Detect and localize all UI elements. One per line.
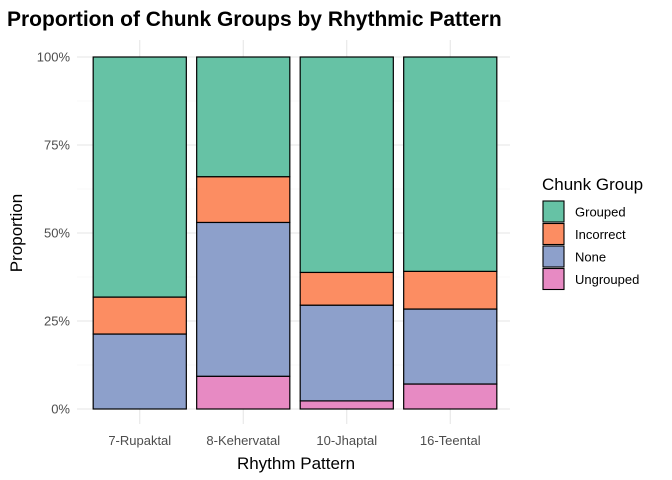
x-axis-title: Rhythm Pattern (237, 454, 355, 473)
bars (92, 56, 498, 410)
bar-segment-ungrouped (403, 383, 498, 410)
x-tick-label: 8-Kehervatal (206, 433, 280, 448)
legend-label-none: None (575, 250, 606, 265)
bar-segment-grouped (299, 56, 394, 274)
bar-segment-none (92, 333, 187, 410)
y-tick-label: 0% (51, 402, 70, 417)
bar-segment-ungrouped (299, 400, 394, 410)
chart-title: Proportion of Chunk Groups by Rhythmic P… (7, 8, 502, 31)
x-tick-label: 10-Jhaptal (316, 433, 377, 448)
bar-segment-grouped (403, 56, 498, 272)
y-axis-ticks: 0% 25% 50% 75% 100% (37, 50, 71, 417)
bar-segment-grouped (196, 56, 291, 178)
x-tick-label: 16-Teental (420, 433, 481, 448)
y-tick-label: 100% (37, 50, 71, 65)
bar-segment-none (299, 304, 394, 402)
bar-segment-grouped (92, 56, 187, 298)
bar-segment-incorrect (299, 271, 394, 306)
bar-segment-incorrect (92, 296, 187, 335)
y-tick-label: 75% (44, 138, 70, 153)
legend-swatch-grouped (542, 200, 565, 223)
bar-segment-ungrouped (196, 375, 291, 410)
legend: Chunk Group Grouped Incorrect None Ungroupe… (542, 175, 643, 291)
bar-segment-none (196, 221, 291, 377)
legend-title: Chunk Group (542, 175, 643, 194)
y-tick-label: 50% (44, 226, 70, 241)
bar-segment-incorrect (403, 270, 498, 310)
bar-segment-incorrect (196, 176, 291, 224)
legend-swatch-ungrouped (542, 267, 565, 291)
legend-swatch-none (542, 245, 565, 268)
y-axis-title: Proportion (7, 194, 26, 272)
legend-label-grouped: Grouped (575, 205, 626, 220)
legend-swatch-incorrect (542, 222, 565, 246)
legend-label-ungrouped: Ungrouped (575, 272, 639, 287)
x-tick-label: 7-Rupaktal (108, 433, 171, 448)
legend-label-incorrect: Incorrect (575, 227, 626, 242)
x-axis-ticks: 7-Rupaktal 8-Kehervatal 10-Jhaptal 16-Teent… (108, 433, 480, 448)
bar-segment-none (403, 308, 498, 385)
y-tick-label: 25% (44, 314, 70, 329)
